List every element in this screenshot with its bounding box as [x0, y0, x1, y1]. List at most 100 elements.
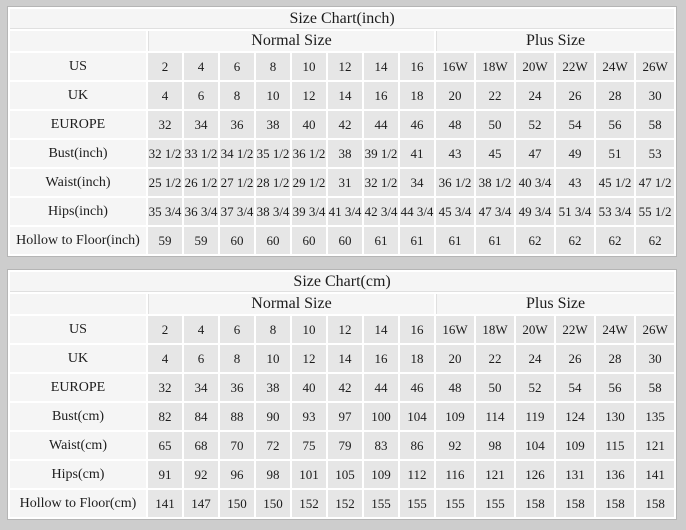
size-cell: 22W [556, 53, 594, 80]
size-cell: 45 1/2 [596, 169, 634, 196]
size-cell: 124 [556, 403, 594, 430]
row-label: Bust(inch) [10, 140, 146, 167]
size-cell: 62 [636, 227, 675, 254]
size-cell: 48 [436, 374, 474, 401]
size-cell: 158 [516, 490, 554, 517]
size-cell: 38 3/4 [256, 198, 290, 225]
size-cell: 43 [556, 169, 594, 196]
size-cell: 8 [220, 345, 254, 372]
table-title: Size Chart(inch) [10, 9, 675, 29]
size-cell: 39 1/2 [364, 140, 398, 167]
table-title: Size Chart(cm) [10, 272, 675, 292]
size-cell: 31 [328, 169, 362, 196]
size-cell: 29 1/2 [292, 169, 326, 196]
size-cell: 96 [220, 461, 254, 488]
size-cell: 10 [292, 316, 326, 343]
size-cell: 14 [364, 316, 398, 343]
size-cell: 60 [220, 227, 254, 254]
size-cell: 98 [256, 461, 290, 488]
size-cell: 47 1/2 [636, 169, 675, 196]
size-cell: 32 [148, 111, 182, 138]
size-cell: 22W [556, 316, 594, 343]
size-cell: 38 [256, 374, 290, 401]
table-row: Waist(cm) 65 68 70 72 75 79 83 86 92 98 104 109 115 12… [10, 432, 675, 459]
size-cell: 4 [184, 316, 218, 343]
size-cell: 51 [596, 140, 634, 167]
size-cell: 46 [400, 111, 434, 138]
size-cell: 8 [220, 82, 254, 109]
size-cell: 20W [516, 53, 554, 80]
size-cell: 109 [556, 432, 594, 459]
size-cell: 62 [516, 227, 554, 254]
size-cell: 34 [184, 111, 218, 138]
size-cell: 98 [476, 432, 514, 459]
size-cell: 36 [220, 374, 254, 401]
table-row: Bust(inch) 32 1/2 33 1/2 34 1/2 35 1/2 36 1/2… [10, 140, 675, 167]
size-cell: 131 [556, 461, 594, 488]
size-cell: 44 [364, 111, 398, 138]
size-cell: 52 [516, 111, 554, 138]
size-cell: 150 [256, 490, 290, 517]
size-cell: 34 [400, 169, 434, 196]
column-group-row: Normal Size Plus Size [10, 31, 675, 51]
size-cell: 34 [184, 374, 218, 401]
size-cell: 4 [184, 53, 218, 80]
size-cell: 60 [256, 227, 290, 254]
size-cell: 36 3/4 [184, 198, 218, 225]
size-cell: 155 [476, 490, 514, 517]
size-cell: 42 [328, 111, 362, 138]
size-cell: 40 [292, 374, 326, 401]
size-cell: 61 [476, 227, 514, 254]
size-cell: 37 3/4 [220, 198, 254, 225]
size-cell: 126 [516, 461, 554, 488]
size-cell: 130 [596, 403, 634, 430]
size-cell: 20 [436, 82, 474, 109]
size-cell: 18 [400, 345, 434, 372]
normal-size-group-header: Normal Size [148, 31, 434, 51]
size-cell: 45 [476, 140, 514, 167]
size-cell: 56 [596, 111, 634, 138]
size-cell: 100 [364, 403, 398, 430]
size-cell: 33 1/2 [184, 140, 218, 167]
size-cell: 104 [516, 432, 554, 459]
size-cell: 47 [516, 140, 554, 167]
size-cell: 2 [148, 53, 182, 80]
size-cell: 54 [556, 374, 594, 401]
size-cell: 112 [400, 461, 434, 488]
size-cell: 44 [364, 374, 398, 401]
corner-cell [10, 294, 146, 314]
row-label: Waist(inch) [10, 169, 146, 196]
size-cell: 24W [596, 316, 634, 343]
size-cell: 109 [364, 461, 398, 488]
size-cell: 12 [292, 345, 326, 372]
table-row: EUROPE 32 34 36 38 40 42 44 46 48 50 52 54 56 58 [10, 374, 675, 401]
size-cell: 44 3/4 [400, 198, 434, 225]
size-cell: 42 3/4 [364, 198, 398, 225]
size-cell: 27 1/2 [220, 169, 254, 196]
size-cell: 18 [400, 82, 434, 109]
size-cell: 49 [556, 140, 594, 167]
size-cell: 36 1/2 [436, 169, 474, 196]
size-cell: 141 [636, 461, 675, 488]
size-cell: 26W [636, 53, 675, 80]
size-cell: 150 [220, 490, 254, 517]
size-cell: 43 [436, 140, 474, 167]
size-cell: 86 [400, 432, 434, 459]
size-cell: 4 [148, 345, 182, 372]
size-cell: 6 [184, 345, 218, 372]
size-cell: 18W [476, 316, 514, 343]
size-cell: 155 [400, 490, 434, 517]
size-cell: 14 [328, 82, 362, 109]
size-cell: 116 [436, 461, 474, 488]
size-cell: 49 3/4 [516, 198, 554, 225]
size-cell: 14 [328, 345, 362, 372]
size-cell: 26 [556, 82, 594, 109]
size-cell: 38 [256, 111, 290, 138]
size-chart-cm-table: Size Chart(cm) Normal Size Plus Size US 2… [7, 269, 678, 520]
row-label: Waist(cm) [10, 432, 146, 459]
size-cell: 59 [184, 227, 218, 254]
size-cell: 68 [184, 432, 218, 459]
table-row: UK 4 6 8 10 12 14 16 18 20 22 24 26 28 30 [10, 345, 675, 372]
size-cell: 155 [364, 490, 398, 517]
